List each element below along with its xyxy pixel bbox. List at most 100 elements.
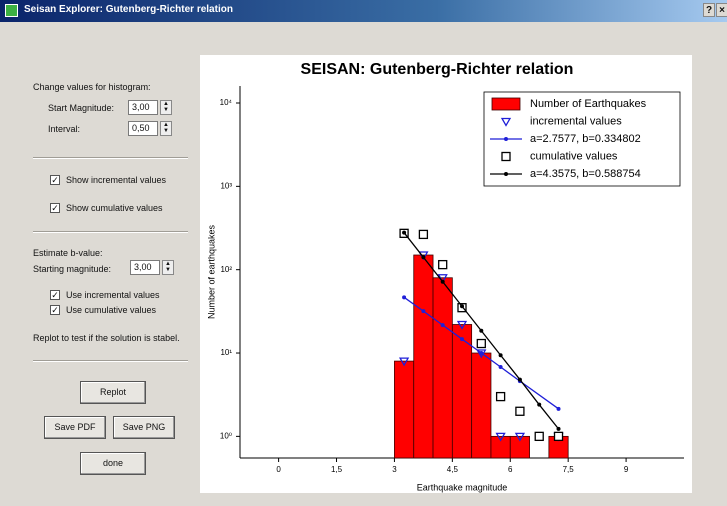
square-marker <box>457 303 467 313</box>
input[interactable]: 3,00 <box>128 100 158 115</box>
dot-marker <box>556 406 561 411</box>
checkbox[interactable]: ✓ <box>50 175 60 185</box>
checkbox[interactable]: ✓ <box>50 290 60 300</box>
separator <box>33 231 188 233</box>
checkbox-label: Show incremental values <box>66 175 167 185</box>
legend-label: a=4.3575, b=0.588754 <box>530 168 641 180</box>
checkbox[interactable]: ✓ <box>50 305 60 315</box>
triangle-marker <box>500 117 512 127</box>
spinner[interactable]: ▲ ▼ <box>162 260 174 275</box>
label: Starting magnitude: <box>33 264 112 274</box>
triangle-marker <box>476 349 487 359</box>
x-tick-label: 4,5 <box>447 465 459 474</box>
legend-label: incremental values <box>530 115 622 127</box>
fit-line <box>403 232 560 430</box>
fit-line <box>403 296 559 410</box>
triangle-marker <box>418 251 429 261</box>
input[interactable]: 0,50 <box>128 121 158 136</box>
spinner[interactable]: ▲ ▼ <box>160 121 172 136</box>
x-tick-label: 6 <box>508 465 513 474</box>
dot-marker <box>460 304 464 309</box>
triangle-marker <box>456 320 468 330</box>
checkbox[interactable]: ✓ <box>50 203 60 213</box>
square-marker <box>501 151 511 162</box>
label: Interval: <box>48 124 81 134</box>
square-marker <box>534 431 544 442</box>
dot-marker <box>440 279 445 284</box>
legend-box <box>483 91 681 187</box>
chart-panel <box>200 55 692 493</box>
y-tick-label: 10³ <box>220 181 232 190</box>
dot-marker <box>479 328 484 333</box>
y-axis-label: Number of earthquakes <box>206 224 216 319</box>
dot-marker <box>517 377 522 382</box>
x-axis-label: Earthquake magnitude <box>417 482 508 492</box>
heading: Estimate b-value: <box>33 248 103 258</box>
dot-marker <box>402 295 407 300</box>
y-tick-label: 10¹ <box>220 348 232 357</box>
dot-marker <box>537 402 542 407</box>
x-tick-label: 9 <box>624 465 629 474</box>
label: Start Magnitude: <box>48 103 115 113</box>
save-png-button[interactable]: Save PNG <box>113 416 175 439</box>
triangle-marker <box>398 357 410 367</box>
triangle-marker <box>514 432 526 442</box>
dot-marker <box>498 364 503 369</box>
spinner[interactable]: ▲ ▼ <box>160 100 172 115</box>
done-button[interactable]: done <box>80 452 146 475</box>
legend-swatch <box>491 97 521 111</box>
y-tick-label: 10⁰ <box>220 431 232 440</box>
dot-marker <box>556 426 561 431</box>
x-tick-label: 7,5 <box>563 465 575 474</box>
square-marker <box>495 391 506 402</box>
bar <box>509 435 530 459</box>
note: Replot to test if the solution is stabel… <box>33 333 180 343</box>
bar <box>394 360 415 459</box>
window-title: Seisan Explorer: Gutenberg-Richter relat… <box>24 4 233 15</box>
dot-marker <box>421 255 426 260</box>
y-tick-label: 10⁴ <box>220 98 233 107</box>
legend-label: cumulative values <box>530 150 618 162</box>
dot-marker <box>402 230 407 235</box>
save-pdf-button[interactable]: Save PDF <box>44 416 106 439</box>
bar <box>413 254 434 459</box>
legend-label: Number of Earthquakes <box>530 98 647 110</box>
chart-title: SEISAN: Gutenberg-Richter relation <box>301 61 574 78</box>
input[interactable]: 3,00 <box>130 260 160 275</box>
app-icon <box>5 4 18 17</box>
title-bar: Seisan Explorer: Gutenberg-Richter relat… <box>0 0 727 22</box>
close-button[interactable]: × <box>716 3 727 17</box>
triangle-marker <box>495 432 506 442</box>
dot-marker <box>421 309 426 314</box>
checkbox-label: Show cumulative values <box>66 203 163 213</box>
legend-label: a=2.7577, b=0.334802 <box>530 133 641 145</box>
separator <box>33 157 188 159</box>
bar <box>451 324 473 459</box>
bar <box>490 435 511 459</box>
bar <box>548 435 569 459</box>
y-tick-label: 10² <box>220 265 232 274</box>
x-tick-label: 3 <box>392 465 397 474</box>
triangle-marker <box>437 274 448 284</box>
square-marker <box>476 338 486 349</box>
bar <box>432 277 453 459</box>
heading: Change values for histogram: <box>33 82 151 92</box>
help-button[interactable]: ? <box>703 3 715 17</box>
dot-marker <box>479 351 484 356</box>
square-marker <box>553 431 564 442</box>
square-marker <box>418 229 429 240</box>
square-marker <box>438 259 448 270</box>
dot-marker <box>504 137 508 141</box>
dot-marker <box>504 172 508 176</box>
dot-marker <box>517 379 522 384</box>
x-tick-label: 1,5 <box>331 465 343 474</box>
square-marker <box>399 228 409 238</box>
checkbox-label: Use incremental values <box>66 290 160 300</box>
triangle-marker <box>553 432 564 442</box>
checkbox-label: Use cumulative values <box>66 305 157 315</box>
bar <box>471 352 492 459</box>
replot-button[interactable]: Replot <box>80 381 146 404</box>
dot-marker <box>498 353 503 358</box>
